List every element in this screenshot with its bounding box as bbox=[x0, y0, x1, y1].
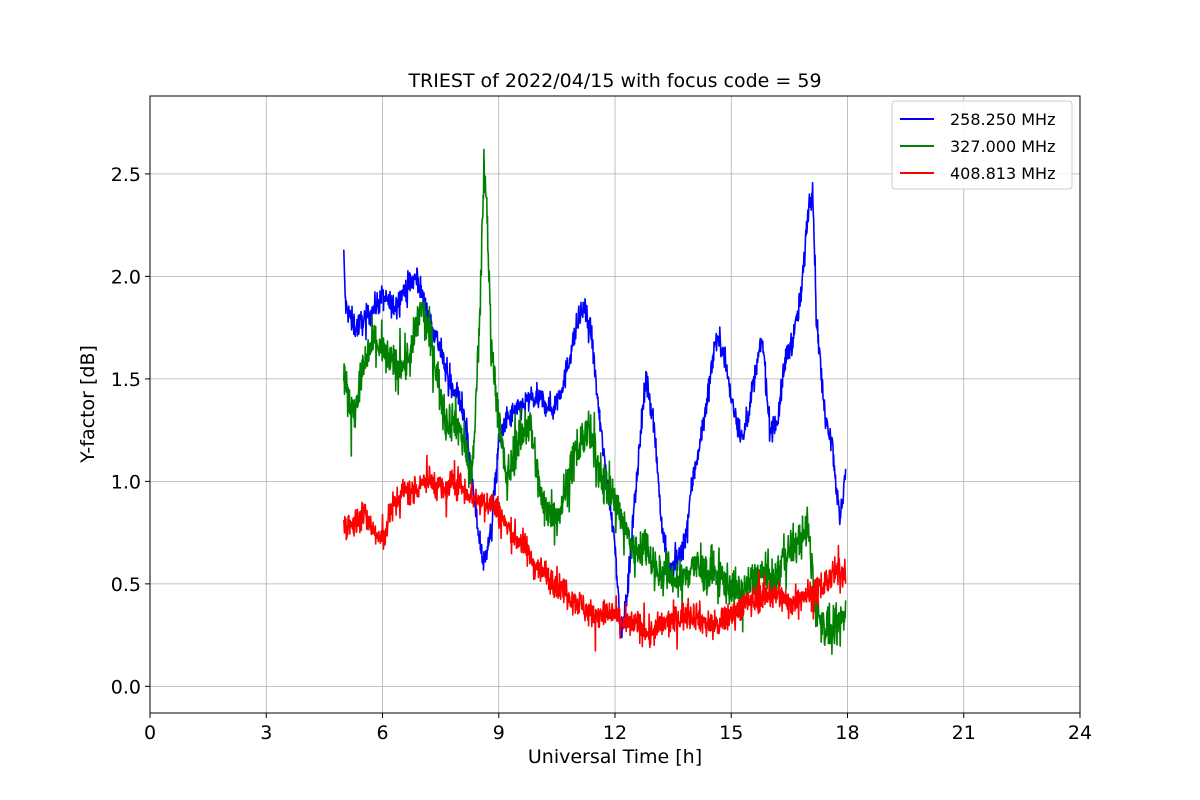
y-tick-label: 0.0 bbox=[111, 676, 141, 698]
x-tick-label: 18 bbox=[835, 722, 859, 744]
y-tick-label: 0.5 bbox=[111, 574, 141, 596]
y-axis-label: Y-factor [dB] bbox=[77, 345, 99, 464]
x-tick-label: 24 bbox=[1068, 722, 1092, 744]
y-tick-label: 2.5 bbox=[111, 164, 141, 186]
x-tick-label: 6 bbox=[376, 722, 388, 744]
legend: 258.250 MHz 327.000 MHz 408.813 MHz bbox=[891, 100, 1073, 190]
x-tick-label: 0 bbox=[144, 722, 156, 744]
y-tick-label: 1.0 bbox=[111, 471, 141, 493]
legend-label: 408.813 MHz bbox=[950, 164, 1055, 183]
ticks: 0 3 6 9 12 15 18 21 24 0.0 0.5 1.0 1.5 2.0 2.5 bbox=[111, 164, 1092, 744]
legend-label: 327.000 MHz bbox=[950, 137, 1055, 156]
x-tick-label: 21 bbox=[952, 722, 976, 744]
y-tick-label: 2.0 bbox=[111, 266, 141, 288]
x-tick-label: 15 bbox=[719, 722, 743, 744]
chart-title: TRIEST of 2022/04/15 with focus code = 5… bbox=[407, 70, 821, 92]
legend-label: 258.250 MHz bbox=[950, 110, 1055, 129]
legend-box bbox=[891, 100, 1073, 190]
series-line-2 bbox=[343, 148, 847, 655]
series-line-3 bbox=[343, 454, 847, 652]
x-tick-label: 3 bbox=[260, 722, 272, 744]
x-tick-label: 9 bbox=[493, 722, 505, 744]
x-tick-label: 12 bbox=[603, 722, 627, 744]
y-tick-label: 1.5 bbox=[111, 369, 141, 391]
x-axis-label: Universal Time [h] bbox=[528, 746, 702, 768]
